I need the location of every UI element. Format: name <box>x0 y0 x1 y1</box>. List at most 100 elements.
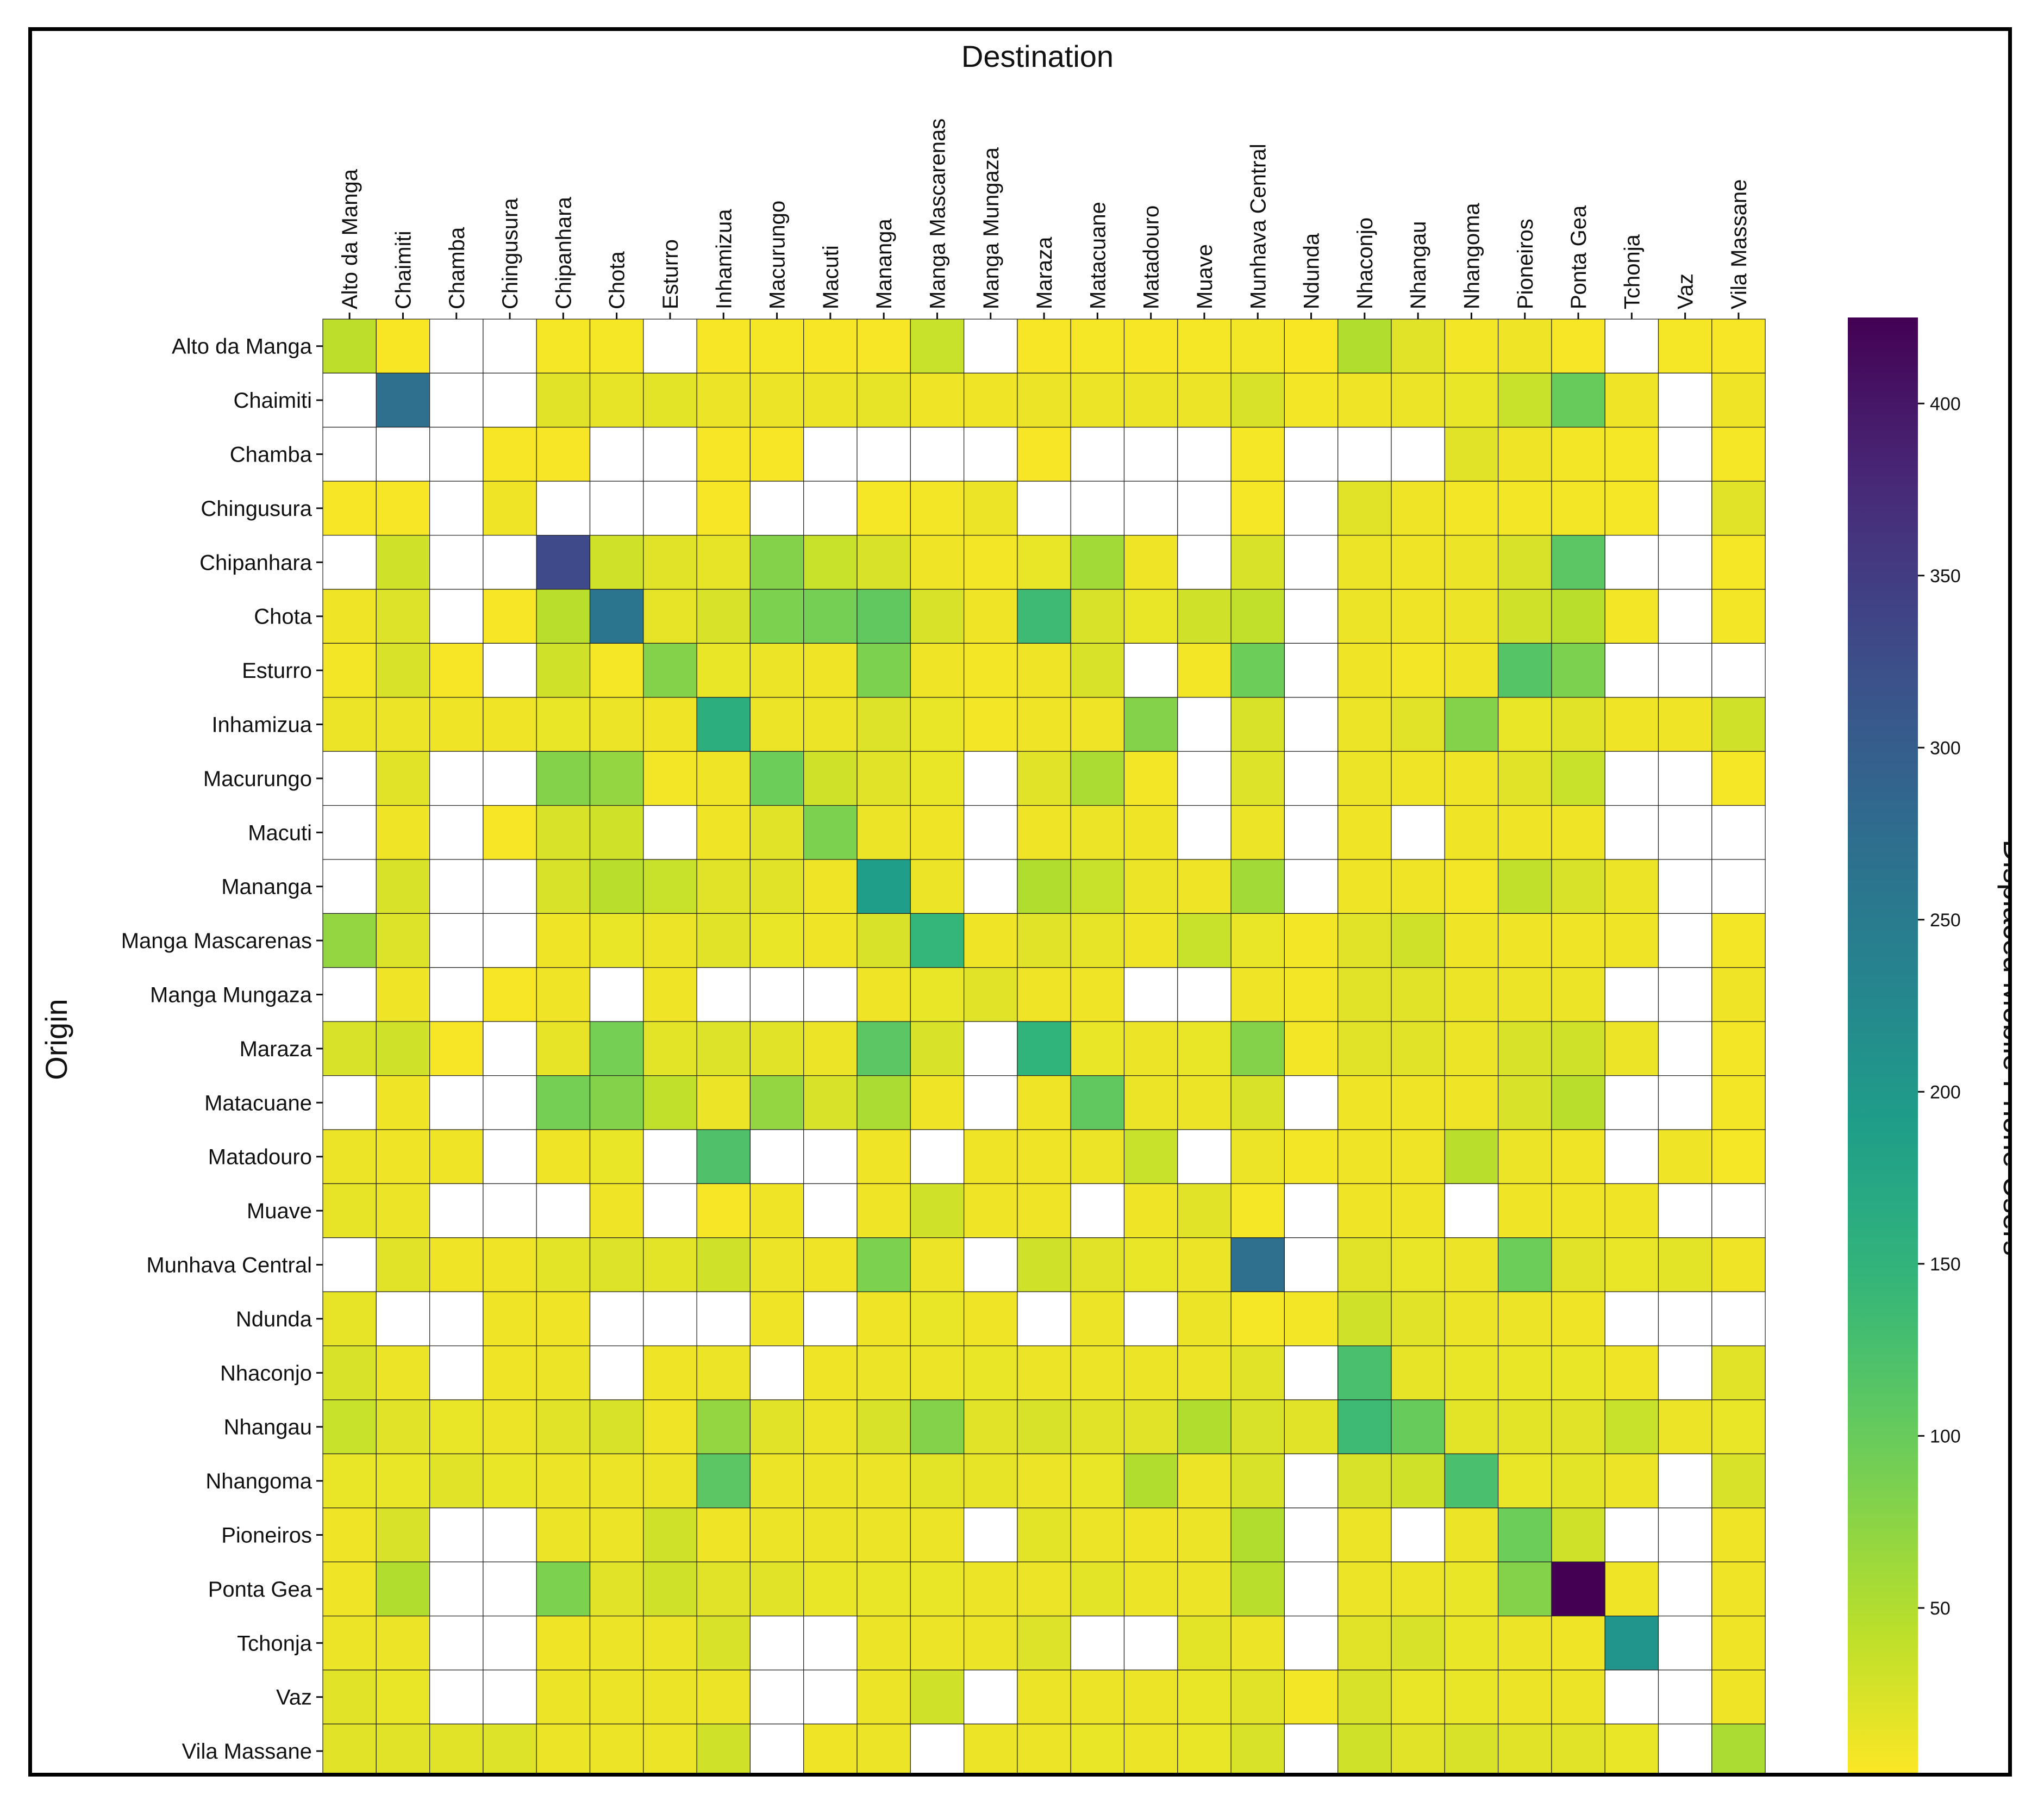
x-tick-label: Tchonja <box>1620 234 1644 309</box>
heatmap-cell <box>1444 859 1499 914</box>
heatmap-cell <box>749 751 804 806</box>
heatmap-cell <box>803 1507 858 1562</box>
y-tick-label: Matacuane <box>204 1091 312 1115</box>
heatmap-cell <box>696 751 751 806</box>
heatmap-cell <box>1658 427 1712 482</box>
heatmap-cell <box>1391 643 1445 698</box>
heatmap-cell <box>643 1345 697 1400</box>
heatmap-cell <box>643 1723 697 1773</box>
heatmap-cell <box>1070 534 1125 590</box>
x-tick-label: Manga Mungaza <box>979 147 1003 309</box>
heatmap-cell <box>1551 967 1605 1022</box>
heatmap-cell <box>1070 751 1125 806</box>
y-tick-label: Matadouro <box>208 1145 312 1169</box>
colorbar-tick-label: 350 <box>1930 566 1961 587</box>
heatmap-cell <box>857 1075 911 1130</box>
heatmap-cell <box>1230 751 1285 806</box>
heatmap-cell <box>322 1453 377 1509</box>
heatmap-cell <box>376 967 430 1022</box>
heatmap-cell <box>1070 427 1125 482</box>
heatmap-cell <box>1498 1291 1552 1347</box>
heatmap-cell <box>749 372 804 428</box>
heatmap-cell <box>1177 1345 1232 1400</box>
heatmap-cell <box>696 481 751 536</box>
heatmap-cell <box>536 534 591 590</box>
heatmap-cell <box>1284 859 1339 914</box>
heatmap-cell <box>1230 589 1285 644</box>
heatmap-cell <box>376 1021 430 1076</box>
y-tick-label: Macurungo <box>203 767 312 791</box>
heatmap-cell <box>1444 1021 1499 1076</box>
colorbar: 50 100 150 200 250 300 350 400 Displaced Mobile… <box>1848 317 2008 1773</box>
x-tick-label: Inhamizua <box>712 209 736 309</box>
heatmap-cell <box>589 913 644 968</box>
heatmap-cell <box>483 1291 537 1347</box>
heatmap-cell <box>1551 1616 1605 1671</box>
heatmap-cell <box>483 913 537 968</box>
heatmap-cell <box>1177 1021 1232 1076</box>
heatmap-cell <box>589 1291 644 1347</box>
heatmap-cell <box>1444 589 1499 644</box>
heatmap-cell <box>1177 1669 1232 1725</box>
x-tick-label: Macurungo <box>766 201 790 309</box>
heatmap-cell <box>1391 1183 1445 1238</box>
heatmap-cell <box>376 1129 430 1185</box>
heatmap-cell <box>643 319 697 374</box>
heatmap-cell <box>1711 1021 1766 1076</box>
heatmap-cell <box>749 1075 804 1130</box>
heatmap-cell <box>1123 1399 1178 1455</box>
heatmap-cell <box>589 805 644 860</box>
heatmap-cell <box>963 1075 1018 1130</box>
heatmap-cell <box>536 372 591 428</box>
heatmap-cell <box>963 534 1018 590</box>
heatmap-cell <box>1551 751 1605 806</box>
heatmap-cell <box>857 1345 911 1400</box>
heatmap-cell <box>1604 805 1659 860</box>
heatmap-cell <box>376 534 430 590</box>
heatmap-cell <box>1123 1453 1178 1509</box>
heatmap-cell <box>1337 643 1392 698</box>
heatmap-cell <box>1391 319 1445 374</box>
heatmap-cell <box>1658 1723 1712 1773</box>
heatmap-cell <box>1123 427 1178 482</box>
heatmap-cell <box>536 1507 591 1562</box>
heatmap-cell <box>1070 319 1125 374</box>
heatmap-cell <box>1230 859 1285 914</box>
heatmap-cell <box>1604 1723 1659 1773</box>
heatmap-cell <box>749 1616 804 1671</box>
heatmap-cell <box>1123 967 1178 1022</box>
y-tick-label: Inhamizua <box>211 713 312 737</box>
heatmap-cell <box>536 1616 591 1671</box>
heatmap-cell <box>483 751 537 806</box>
heatmap-cell <box>1711 1345 1766 1400</box>
heatmap-cell <box>1177 1129 1232 1185</box>
heatmap-cell <box>429 1345 484 1400</box>
heatmap-cell <box>1551 1561 1605 1617</box>
heatmap-cell <box>1017 1453 1071 1509</box>
heatmap-cell <box>589 1183 644 1238</box>
heatmap-cell <box>1017 697 1071 752</box>
heatmap-cell <box>1284 534 1339 590</box>
heatmap-cell <box>1658 805 1712 860</box>
heatmap-cell <box>1391 372 1445 428</box>
heatmap-cell <box>429 1021 484 1076</box>
heatmap-cell <box>696 805 751 860</box>
heatmap-cell <box>1658 1021 1712 1076</box>
heatmap-cell <box>1658 1291 1712 1347</box>
heatmap-cell <box>536 751 591 806</box>
heatmap-cell <box>1284 1183 1339 1238</box>
heatmap-cell <box>376 913 430 968</box>
heatmap-cell <box>1498 1561 1552 1617</box>
heatmap-cell <box>322 589 377 644</box>
heatmap-cell <box>1604 1669 1659 1725</box>
heatmap-cell <box>1337 1075 1392 1130</box>
heatmap-cell <box>1177 967 1232 1022</box>
heatmap-cell <box>1498 1183 1552 1238</box>
heatmap-cell <box>1177 427 1232 482</box>
heatmap-cell <box>483 1237 537 1292</box>
y-tick-label: Manga Mascarenas <box>121 929 312 953</box>
heatmap-cell <box>429 1129 484 1185</box>
heatmap-cell <box>1391 859 1445 914</box>
heatmap-cell <box>1337 805 1392 860</box>
heatmap-cell <box>376 589 430 644</box>
